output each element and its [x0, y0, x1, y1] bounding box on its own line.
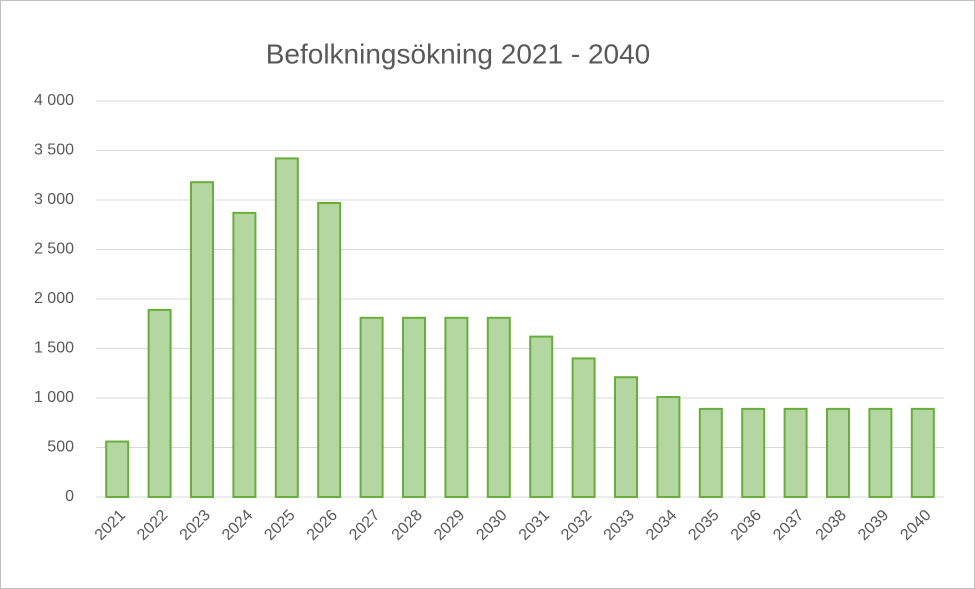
y-tick-label: 2 500	[34, 241, 74, 258]
bar	[910, 407, 935, 499]
bar	[359, 316, 384, 498]
y-tick-label: 1 500	[34, 340, 74, 357]
bar	[698, 407, 723, 499]
bar	[402, 316, 426, 498]
bar	[274, 157, 299, 498]
y-tick-label: 3 000	[34, 191, 74, 208]
bar	[614, 376, 638, 498]
bar	[529, 335, 554, 498]
y-tick-label: 4 000	[34, 92, 74, 109]
bar	[656, 396, 681, 499]
bar	[105, 440, 130, 498]
y-tick-label: 0	[65, 488, 74, 505]
y-tick-label: 2 000	[34, 290, 74, 307]
bar	[232, 211, 257, 498]
bar	[826, 407, 850, 499]
bar	[486, 316, 511, 498]
y-tick-label: 1 000	[34, 389, 74, 406]
y-tick-label: 500	[47, 439, 74, 456]
bar	[571, 357, 596, 498]
bar	[317, 201, 342, 498]
bar	[868, 407, 893, 499]
bar	[444, 316, 469, 498]
bar	[190, 181, 214, 498]
bar	[783, 407, 808, 499]
bar	[741, 407, 766, 499]
chart-title: Befolkningsökning 2021 - 2040	[266, 38, 651, 69]
bar	[147, 308, 172, 499]
y-tick-label: 3 500	[34, 142, 74, 159]
